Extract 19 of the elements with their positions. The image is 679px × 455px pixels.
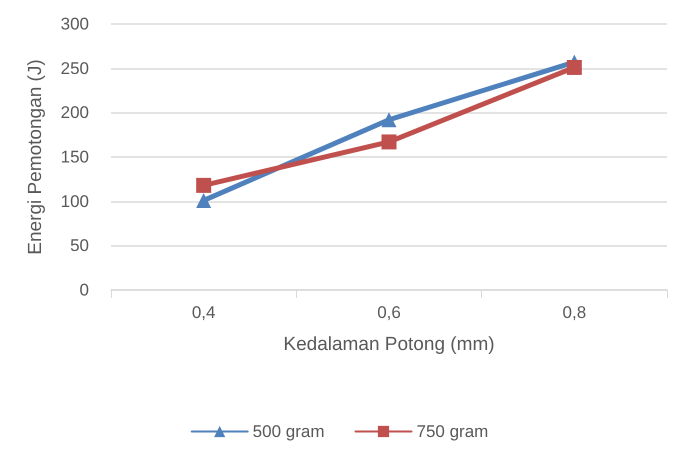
y-tick-label: 150 [60, 148, 89, 166]
x-tick-label: 0,4 [192, 303, 216, 322]
point [196, 178, 212, 193]
y-tick-label: 300 [60, 14, 89, 34]
x-tick-label: 0,6 [377, 303, 401, 322]
y-tick-label: 200 [60, 103, 89, 122]
x-tick-label: 0,8 [562, 303, 586, 322]
y-tick-label: 50 [70, 236, 89, 256]
y-axis-title: Energi Pemotongan (J) [25, 59, 46, 255]
legend-label: 500 gram [252, 422, 325, 441]
point [382, 134, 396, 150]
x-axis-title: Kedalaman Potong (mm) [283, 334, 495, 355]
legend-label: 750 gram [416, 422, 488, 441]
y-tick-label: 0 [80, 280, 89, 300]
point [382, 112, 396, 128]
y-tick-label: 250 [60, 58, 89, 78]
point [196, 192, 212, 208]
y-tick-label: 100 [60, 192, 89, 211]
point [566, 60, 582, 75]
